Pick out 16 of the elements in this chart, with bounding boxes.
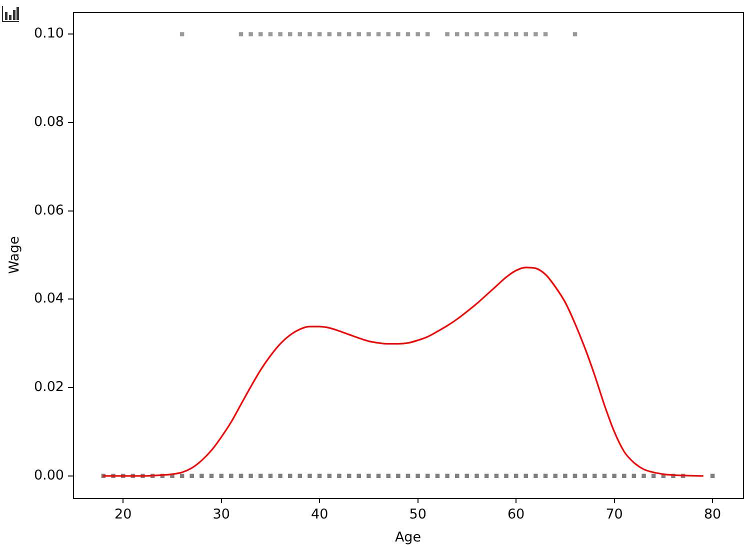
x-tick-label: 50 xyxy=(409,506,426,523)
x-tick-label: 70 xyxy=(606,506,623,523)
y-tick-label: 0.00 xyxy=(34,467,64,484)
y-tick-label: 0.04 xyxy=(34,290,64,307)
x-tick-label: 80 xyxy=(704,506,722,523)
x-axis-title: Age xyxy=(394,529,422,546)
y-tick-label: 0.02 xyxy=(34,379,64,396)
y-axis-title: Wage xyxy=(6,236,23,274)
x-tick-label: 60 xyxy=(507,506,525,523)
x-tick-label: 20 xyxy=(114,506,132,523)
y-tick-label: 0.10 xyxy=(34,26,64,42)
line-series xyxy=(102,266,704,477)
x-tick-label: 30 xyxy=(212,506,230,523)
y-tick-label: 0.06 xyxy=(34,202,64,218)
y-tick-label: 0.08 xyxy=(34,114,64,130)
x-tick-label: 40 xyxy=(310,506,328,523)
